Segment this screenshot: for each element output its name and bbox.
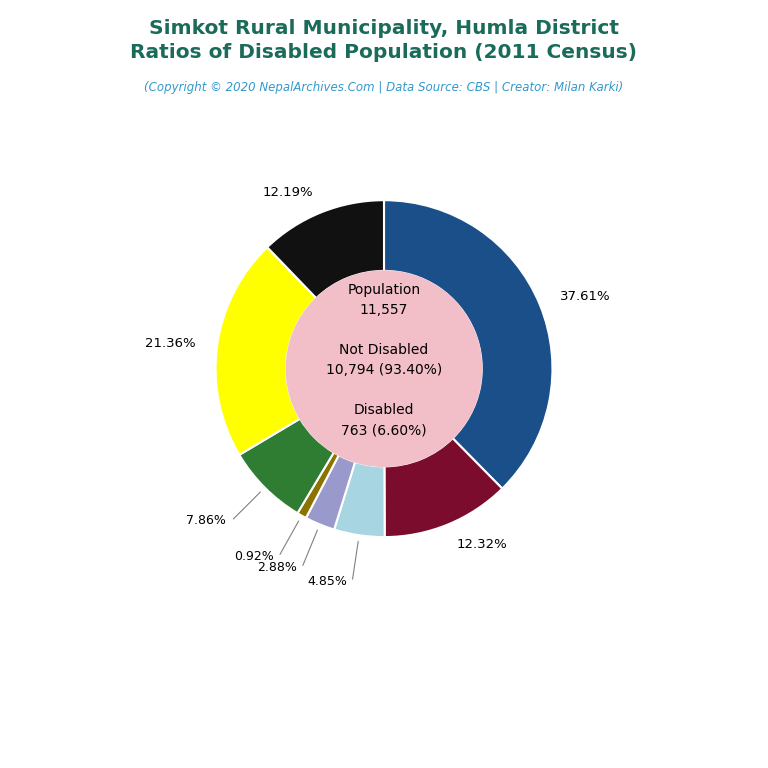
Text: 2.88%: 2.88%: [257, 561, 296, 574]
Wedge shape: [306, 455, 355, 530]
Text: 37.61%: 37.61%: [560, 290, 611, 303]
Text: 0.92%: 0.92%: [233, 551, 273, 563]
Wedge shape: [334, 462, 385, 537]
Text: Population
11,557

Not Disabled
10,794 (93.40%)

Disabled
763 (6.60%): Population 11,557 Not Disabled 10,794 (9…: [326, 283, 442, 438]
Wedge shape: [385, 439, 502, 537]
Text: 12.32%: 12.32%: [457, 538, 508, 551]
Circle shape: [286, 271, 482, 466]
Text: 21.36%: 21.36%: [144, 336, 195, 349]
Text: 7.86%: 7.86%: [187, 515, 227, 528]
Wedge shape: [216, 247, 316, 455]
Wedge shape: [384, 200, 552, 488]
Text: 4.85%: 4.85%: [307, 575, 347, 588]
Wedge shape: [267, 200, 384, 298]
Wedge shape: [297, 452, 339, 518]
Text: Simkot Rural Municipality, Humla District
Ratios of Disabled Population (2011 Ce: Simkot Rural Municipality, Humla Distric…: [131, 19, 637, 61]
Text: 12.19%: 12.19%: [262, 186, 313, 199]
Text: (Copyright © 2020 NepalArchives.Com | Data Source: CBS | Creator: Milan Karki): (Copyright © 2020 NepalArchives.Com | Da…: [144, 81, 624, 94]
Wedge shape: [240, 419, 334, 513]
